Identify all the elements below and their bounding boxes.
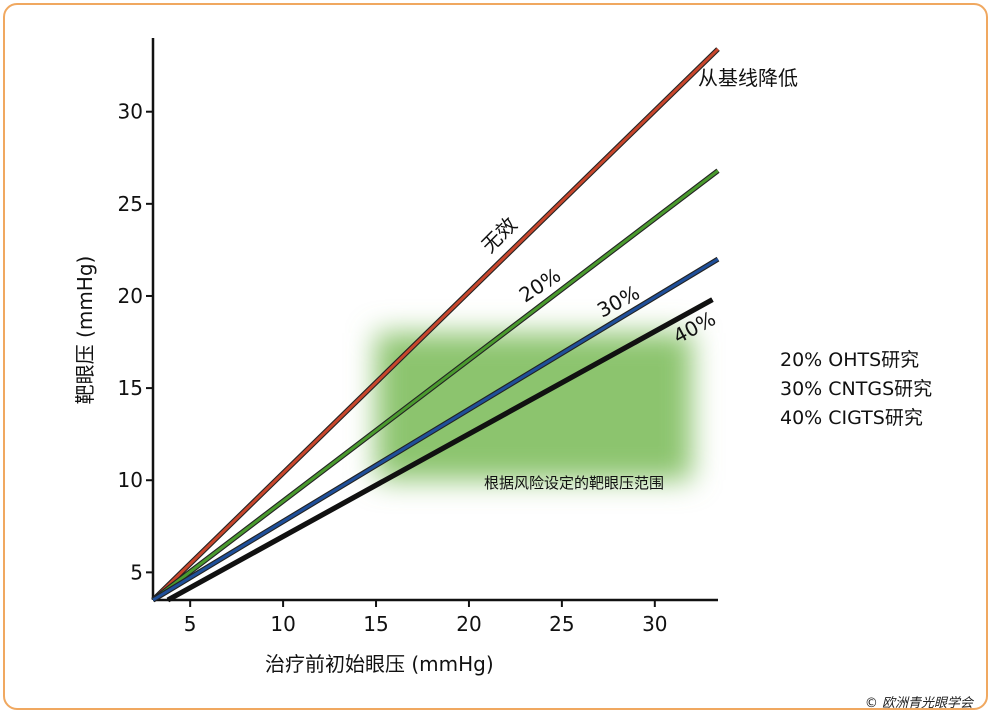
series-label-20: 20%: [515, 263, 565, 307]
series-line-1: [152, 169, 719, 602]
x-tick-label-0: 5: [184, 612, 197, 636]
baseline-reduction-label: 从基线降低: [698, 66, 798, 90]
x-tick-label-3: 20: [456, 612, 481, 636]
y-tick-label-3: 20: [118, 284, 143, 308]
note-ohts: 20% OHTS研究: [780, 349, 920, 371]
series-label-40: 40%: [669, 306, 720, 348]
y-axis-title: 靶眼压 (mmHg): [73, 256, 97, 405]
x-tick-label-4: 25: [549, 612, 574, 636]
note-cigts: 40% CIGTS研究: [780, 407, 923, 429]
y-tick-label-5: 30: [118, 100, 143, 124]
study-notes: 20% OHTS研究 30% CNTGS研究 40% CIGTS研究: [780, 346, 932, 433]
note-cntgs: 30% CNTGS研究: [780, 378, 933, 400]
series-line-3: [166, 297, 714, 602]
series-line-0: [151, 47, 720, 602]
series-label-30: 30%: [593, 280, 644, 322]
y-tick-label-4: 25: [118, 192, 143, 216]
x-tick-label-2: 15: [363, 612, 388, 636]
y-tick-label-0: 5: [130, 560, 143, 584]
x-axis-title: 治疗前初始眼压 (mmHg): [265, 652, 494, 676]
x-tick-label-5: 30: [642, 612, 667, 636]
y-tick-label-2: 15: [118, 376, 143, 400]
series-line-2: [152, 257, 719, 602]
target-zone-label: 根据风险设定的靶眼压范围: [484, 474, 664, 492]
y-tick-label-1: 10: [118, 468, 143, 492]
copyright-text: © 欧洲青光眼学会: [864, 696, 973, 711]
series-label-ineffective: 无效: [477, 212, 522, 257]
x-tick-label-1: 10: [270, 612, 295, 636]
